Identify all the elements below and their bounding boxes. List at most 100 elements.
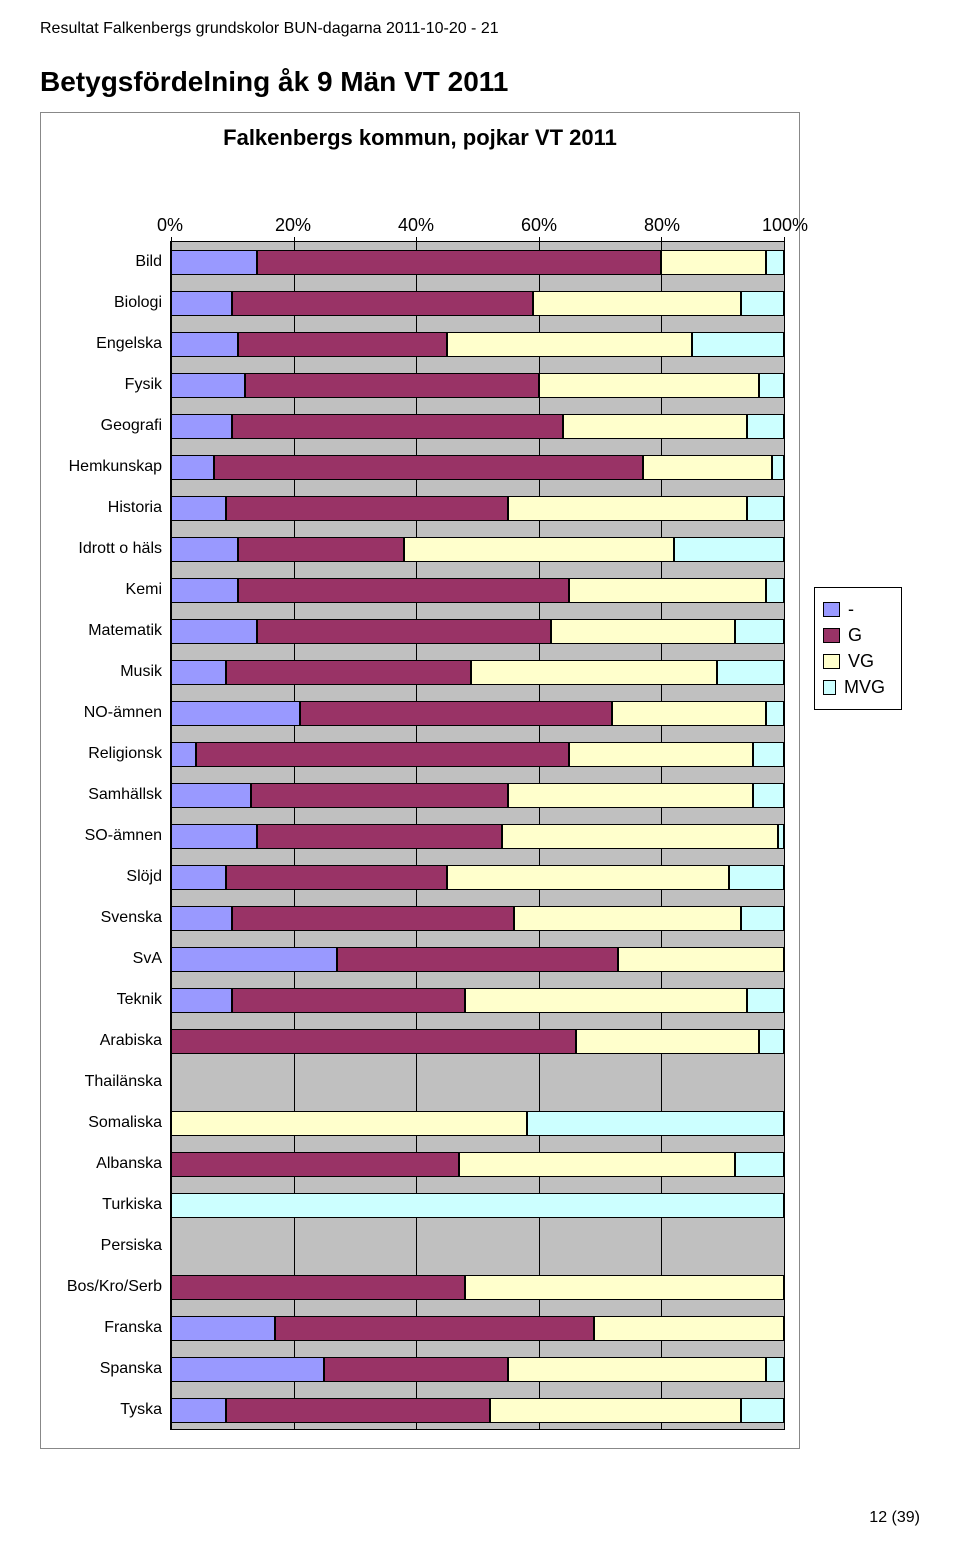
bar-segment-mvg <box>753 742 784 767</box>
bar-segment-mvg <box>717 660 784 685</box>
bar-row <box>171 652 784 693</box>
plot-column: 0%20%40%60%80%100% <box>170 215 785 1430</box>
bar-stack <box>171 455 784 480</box>
y-axis-label: Slöjd <box>55 856 170 897</box>
bar-segment-g <box>238 578 569 603</box>
bar-segment-dash <box>171 701 300 726</box>
bar-segment-dash <box>171 250 257 275</box>
y-axis-label: Engelska <box>55 323 170 364</box>
bar-segment-dash <box>171 291 232 316</box>
bar-stack <box>171 906 784 931</box>
bar-segment-dash <box>171 783 251 808</box>
bar-segment-vg <box>612 701 765 726</box>
bar-stack <box>171 1316 784 1341</box>
y-axis-label: SO-ämnen <box>55 815 170 856</box>
bar-segment-vg <box>533 291 741 316</box>
bar-segment-vg <box>661 250 765 275</box>
bar-row <box>171 1185 784 1226</box>
bar-segment-vg <box>502 824 778 849</box>
bar-row <box>171 242 784 283</box>
gridline <box>784 242 785 1429</box>
bar-stack <box>171 742 784 767</box>
bar-segment-dash <box>171 1357 324 1382</box>
bar-segment-g <box>232 988 465 1013</box>
y-axis-label: Turkiska <box>55 1184 170 1225</box>
bar-segment-g <box>257 824 502 849</box>
page-number: 12 (39) <box>40 1509 920 1527</box>
bar-segment-vg <box>539 373 760 398</box>
bar-segment-mvg <box>753 783 784 808</box>
x-tick-label: 60% <box>521 215 557 236</box>
y-axis-label: Fysik <box>55 364 170 405</box>
bar-segment-vg <box>459 1152 735 1177</box>
bar-stack <box>171 1193 784 1218</box>
bar-stack <box>171 783 784 808</box>
bar-row <box>171 406 784 447</box>
bar-segment-g <box>275 1316 594 1341</box>
bar-row <box>171 1308 784 1349</box>
bar-segment-g <box>245 373 539 398</box>
bar-segment-dash <box>171 742 196 767</box>
bar-stack <box>171 660 784 685</box>
bar-stack <box>171 1029 784 1054</box>
plot-area <box>170 241 785 1430</box>
bar-segment-mvg <box>766 701 784 726</box>
bar-segment-g <box>226 496 508 521</box>
bar-segment-g <box>171 1029 576 1054</box>
y-axis-label: Biologi <box>55 282 170 323</box>
bar-row <box>171 1144 784 1185</box>
bar-row <box>171 324 784 365</box>
legend-swatch <box>823 602 840 617</box>
bar-segment-vg <box>514 906 741 931</box>
bar-segment-dash <box>171 1316 275 1341</box>
bar-stack <box>171 701 784 726</box>
bar-row <box>171 1103 784 1144</box>
bar-stack <box>171 1111 784 1136</box>
bar-segment-g <box>300 701 613 726</box>
bar-segment-vg <box>447 865 729 890</box>
bar-segment-vg <box>508 496 747 521</box>
chart-container: Falkenbergs kommun, pojkar VT 2011 BildB… <box>40 112 800 1449</box>
y-axis-label: Tyska <box>55 1389 170 1430</box>
y-axis-label: Somaliska <box>55 1102 170 1143</box>
bar-segment-g <box>214 455 643 480</box>
bar-segment-mvg <box>747 414 784 439</box>
bar-segment-mvg <box>778 824 784 849</box>
bar-row <box>171 365 784 406</box>
y-axis-label: Musik <box>55 651 170 692</box>
bar-stack <box>171 1234 784 1259</box>
bar-segment-dash <box>171 414 232 439</box>
bar-segment-g <box>226 660 471 685</box>
y-axis-label: NO-ämnen <box>55 692 170 733</box>
bar-segment-mvg <box>766 250 784 275</box>
bar-row <box>171 734 784 775</box>
bar-segment-vg <box>490 1398 741 1423</box>
bar-segment-mvg <box>747 496 784 521</box>
bar-stack <box>171 865 784 890</box>
y-axis-label: Matematik <box>55 610 170 651</box>
bar-segment-mvg <box>735 1152 784 1177</box>
plot-wrap: BildBiologiEngelskaFysikGeografiHemkunsk… <box>55 215 785 1430</box>
bar-segment-mvg <box>674 537 784 562</box>
bar-row <box>171 529 784 570</box>
bar-segment-g <box>337 947 619 972</box>
y-axis-label: Franska <box>55 1307 170 1348</box>
bar-segment-dash <box>171 988 232 1013</box>
bar-row <box>171 898 784 939</box>
bar-segment-dash <box>171 332 238 357</box>
bar-segment-dash <box>171 619 257 644</box>
legend-item: G <box>823 625 885 646</box>
y-axis-label: Bos/Kro/Serb <box>55 1266 170 1307</box>
bar-segment-dash <box>171 906 232 931</box>
y-axis-label: Idrott o häls <box>55 528 170 569</box>
bar-stack <box>171 537 784 562</box>
bar-stack <box>171 332 784 357</box>
x-tick-label: 20% <box>275 215 311 236</box>
bar-segment-g <box>232 906 514 931</box>
bar-segment-g <box>171 1275 465 1300</box>
page: Resultat Falkenbergs grundskolor BUN-dag… <box>0 0 960 1567</box>
legend-item: - <box>823 599 885 620</box>
bar-segment-mvg <box>747 988 784 1013</box>
bar-stack <box>171 250 784 275</box>
bar-segment-g <box>171 1152 459 1177</box>
